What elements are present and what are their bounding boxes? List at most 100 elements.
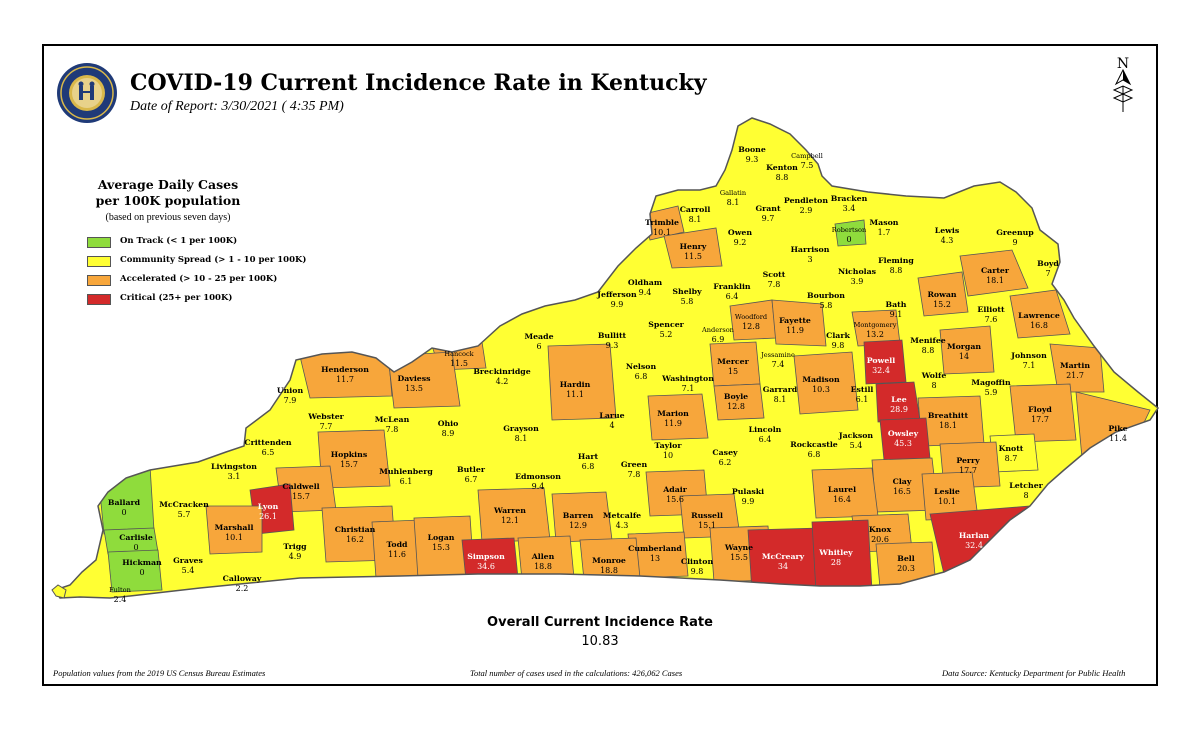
county-value-elliott: 7.6 (985, 315, 998, 324)
county-value-magoffin: 5.9 (985, 388, 998, 397)
county-value-crittenden: 6.5 (262, 448, 275, 457)
county-name-daviess: Daviess (397, 374, 431, 383)
county-value-clinton: 9.8 (691, 567, 704, 576)
county-region-floyd (1009, 383, 1077, 443)
footer-population-note: Population values from the 2019 US Censu… (53, 668, 266, 678)
county-name-nicholas: Nicholas (838, 267, 877, 276)
county-name-greenup: Greenup (996, 228, 1034, 237)
county-name-madison: Madison (802, 375, 840, 384)
county-name-mason: Mason (870, 218, 899, 227)
county-name-fleming: Fleming (878, 256, 914, 265)
county-name-elliott: Elliott (977, 305, 1005, 314)
county-name-bracken: Bracken (831, 194, 868, 203)
legend-label: Accelerated (> 10 - 25 per 100K) (120, 274, 278, 284)
county-region-boyle (713, 383, 765, 421)
county-value-bourbon: 5.8 (820, 301, 833, 310)
county-value-powell: 32.4 (872, 366, 890, 375)
county-value-marshall: 10.1 (225, 533, 243, 542)
county-value-madison: 10.3 (812, 385, 830, 394)
county-name-simpson: Simpson (467, 552, 505, 561)
county-value-clark: 9.8 (832, 341, 845, 350)
legend-label: On Track (< 1 per 100K) (120, 236, 238, 246)
county-region-morgan (939, 325, 995, 375)
county-name-campbell: Campbell (791, 152, 823, 160)
county-value-garrard: 8.1 (774, 395, 787, 404)
county-name-casey: Casey (712, 448, 738, 457)
county-name-bullitt: Bullitt (598, 331, 627, 340)
county-name-bath: Bath (886, 300, 907, 309)
county-value-christian: 16.2 (346, 535, 364, 544)
date-of-report: Date of Report: 3/30/2021 ( 4:35 PM) (130, 99, 344, 114)
county-name-knox: Knox (869, 525, 892, 534)
county-name-perry: Perry (956, 456, 980, 465)
county-value-fayette: 11.9 (786, 326, 804, 335)
county-name-webster: Webster (307, 412, 344, 421)
county-name-carroll: Carroll (680, 205, 711, 214)
county-name-lincoln: Lincoln (749, 425, 782, 434)
county-name-garrard: Garrard (763, 385, 798, 394)
county-name-mccracken: McCracken (159, 500, 209, 509)
county-value-grant: 9.7 (762, 214, 775, 223)
legend-swatch (87, 237, 111, 248)
county-value-mccracken: 5.7 (178, 510, 191, 519)
county-name-rowan: Rowan (927, 290, 956, 299)
legend-title-line1: Average Daily Cases (97, 177, 239, 192)
county-name-calloway: Calloway (223, 574, 262, 583)
county-name-harlan: Harlan (959, 531, 990, 540)
county-value-pulaski: 9.9 (742, 497, 755, 506)
county-value-franklin: 6.4 (726, 292, 739, 301)
county-name-scott: Scott (763, 270, 786, 279)
county-value-breckinridge: 4.2 (496, 377, 509, 386)
county-value-fulton: 2.4 (114, 595, 127, 604)
county-value-laurel: 16.4 (833, 495, 851, 504)
county-name-bourbon: Bourbon (807, 291, 845, 300)
county-value-leslie: 10.1 (938, 497, 956, 506)
county-value-caldwell: 15.7 (292, 492, 310, 501)
legend-swatch (87, 294, 111, 305)
county-value-lee: 28.9 (890, 405, 908, 414)
county-region-warren (477, 487, 551, 543)
county-name-edmonson: Edmonson (515, 472, 561, 481)
county-name-ballard: Ballard (108, 498, 141, 507)
county-value-boyd: 7 (1045, 269, 1050, 278)
county-region-carter (959, 249, 1029, 297)
county-value-trigg: 4.9 (289, 552, 302, 561)
county-value-scott: 7.8 (768, 280, 781, 289)
county-name-owsley: Owsley (888, 429, 919, 438)
county-name-floyd: Floyd (1028, 405, 1052, 414)
county-name-pulaski: Pulaski (732, 487, 764, 496)
county-name-kenton: Kenton (766, 163, 798, 172)
county-name-lee: Lee (891, 395, 906, 404)
county-value-webster: 7.7 (320, 422, 333, 431)
county-name-harrison: Harrison (791, 245, 830, 254)
county-name-montgomery: Montgomery (854, 321, 897, 329)
county-value-kenton: 8.8 (776, 173, 789, 182)
county-name-breathitt: Breathitt (928, 411, 969, 420)
county-name-taylor: Taylor (655, 441, 683, 450)
county-value-jackson: 5.4 (850, 441, 863, 450)
county-value-martin: 21.7 (1066, 371, 1084, 380)
county-value-lyon: 26.1 (259, 512, 277, 521)
county-value-bracken: 3.4 (843, 204, 856, 213)
county-value-henry: 11.5 (684, 252, 702, 261)
county-value-campbell: 7.5 (801, 161, 814, 170)
county-name-letcher: Letcher (1009, 481, 1043, 490)
county-value-ballard: 0 (121, 508, 126, 517)
county-value-adair: 15.6 (666, 495, 684, 504)
county-name-lyon: Lyon (258, 502, 279, 511)
county-region-marshall (205, 505, 263, 555)
county-value-hopkins: 15.7 (340, 460, 358, 469)
county-name-barren: Barren (563, 511, 594, 520)
county-value-henderson: 11.7 (336, 375, 354, 384)
county-name-hickman: Hickman (122, 558, 162, 567)
county-name-shelby: Shelby (672, 287, 702, 296)
fulton-bend-island (51, 584, 67, 599)
county-name-metcalfe: Metcalfe (603, 511, 641, 520)
overall-rate-label: Overall Current Incidence Rate (487, 615, 713, 630)
county-value-fleming: 8.8 (890, 266, 903, 275)
county-value-nicholas: 3.9 (851, 277, 864, 286)
county-name-robertson: Robertson (832, 226, 867, 234)
county-name-larue: Larue (599, 411, 624, 420)
county-name-hopkins: Hopkins (331, 450, 368, 459)
